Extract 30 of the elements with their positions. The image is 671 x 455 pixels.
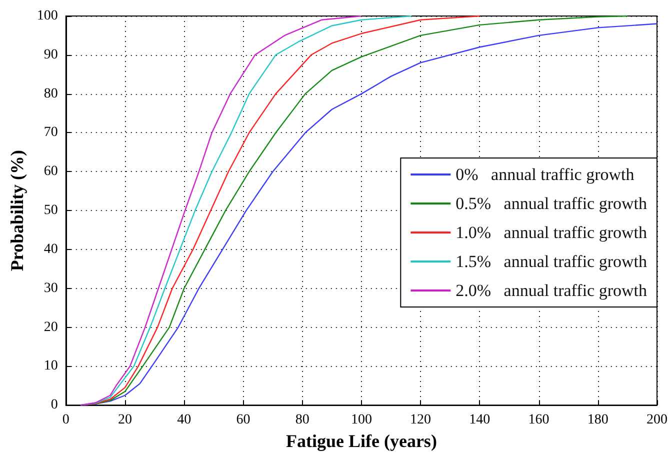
x-tick-label: 140 [469, 412, 490, 428]
x-tick-label: 120 [410, 412, 432, 428]
legend-label: 2.0% annual traffic growth [456, 281, 648, 300]
x-tick-label: 20 [118, 412, 132, 428]
legend-label: 0% annual traffic growth [456, 165, 635, 184]
x-axis-title: Fatigue Life (years) [286, 431, 437, 451]
y-axis-title: Probability (%) [7, 150, 27, 272]
x-tick-label: 40 [177, 412, 192, 428]
legend-label: 1.5% annual traffic growth [456, 252, 648, 271]
x-tick-label: 80 [295, 412, 310, 428]
y-tick-label: 90 [44, 47, 58, 62]
x-tick-label: 0 [62, 412, 70, 428]
y-tick-label: 100 [36, 8, 58, 24]
y-tick-label: 40 [44, 242, 58, 257]
x-tick-label: 180 [587, 412, 608, 428]
y-tick-label: 70 [44, 125, 58, 140]
y-tick-label: 50 [44, 203, 58, 218]
legend-label: 1.0% annual traffic growth [456, 223, 648, 242]
y-tick-label: 30 [44, 280, 58, 296]
y-tick-label: 80 [44, 86, 58, 102]
x-tick-label: 100 [350, 412, 372, 428]
y-tick-label: 10 [44, 358, 58, 374]
x-tick-label: 60 [236, 412, 250, 428]
x-tick-label: 200 [646, 412, 668, 428]
line-series [80, 15, 362, 406]
x-tick-label: 160 [528, 412, 550, 428]
y-tick-label: 0 [50, 398, 58, 413]
legend-label: 0.5% annual traffic growth [456, 194, 648, 213]
y-tick-label: 20 [44, 320, 58, 335]
y-tick-label: 60 [44, 164, 58, 180]
